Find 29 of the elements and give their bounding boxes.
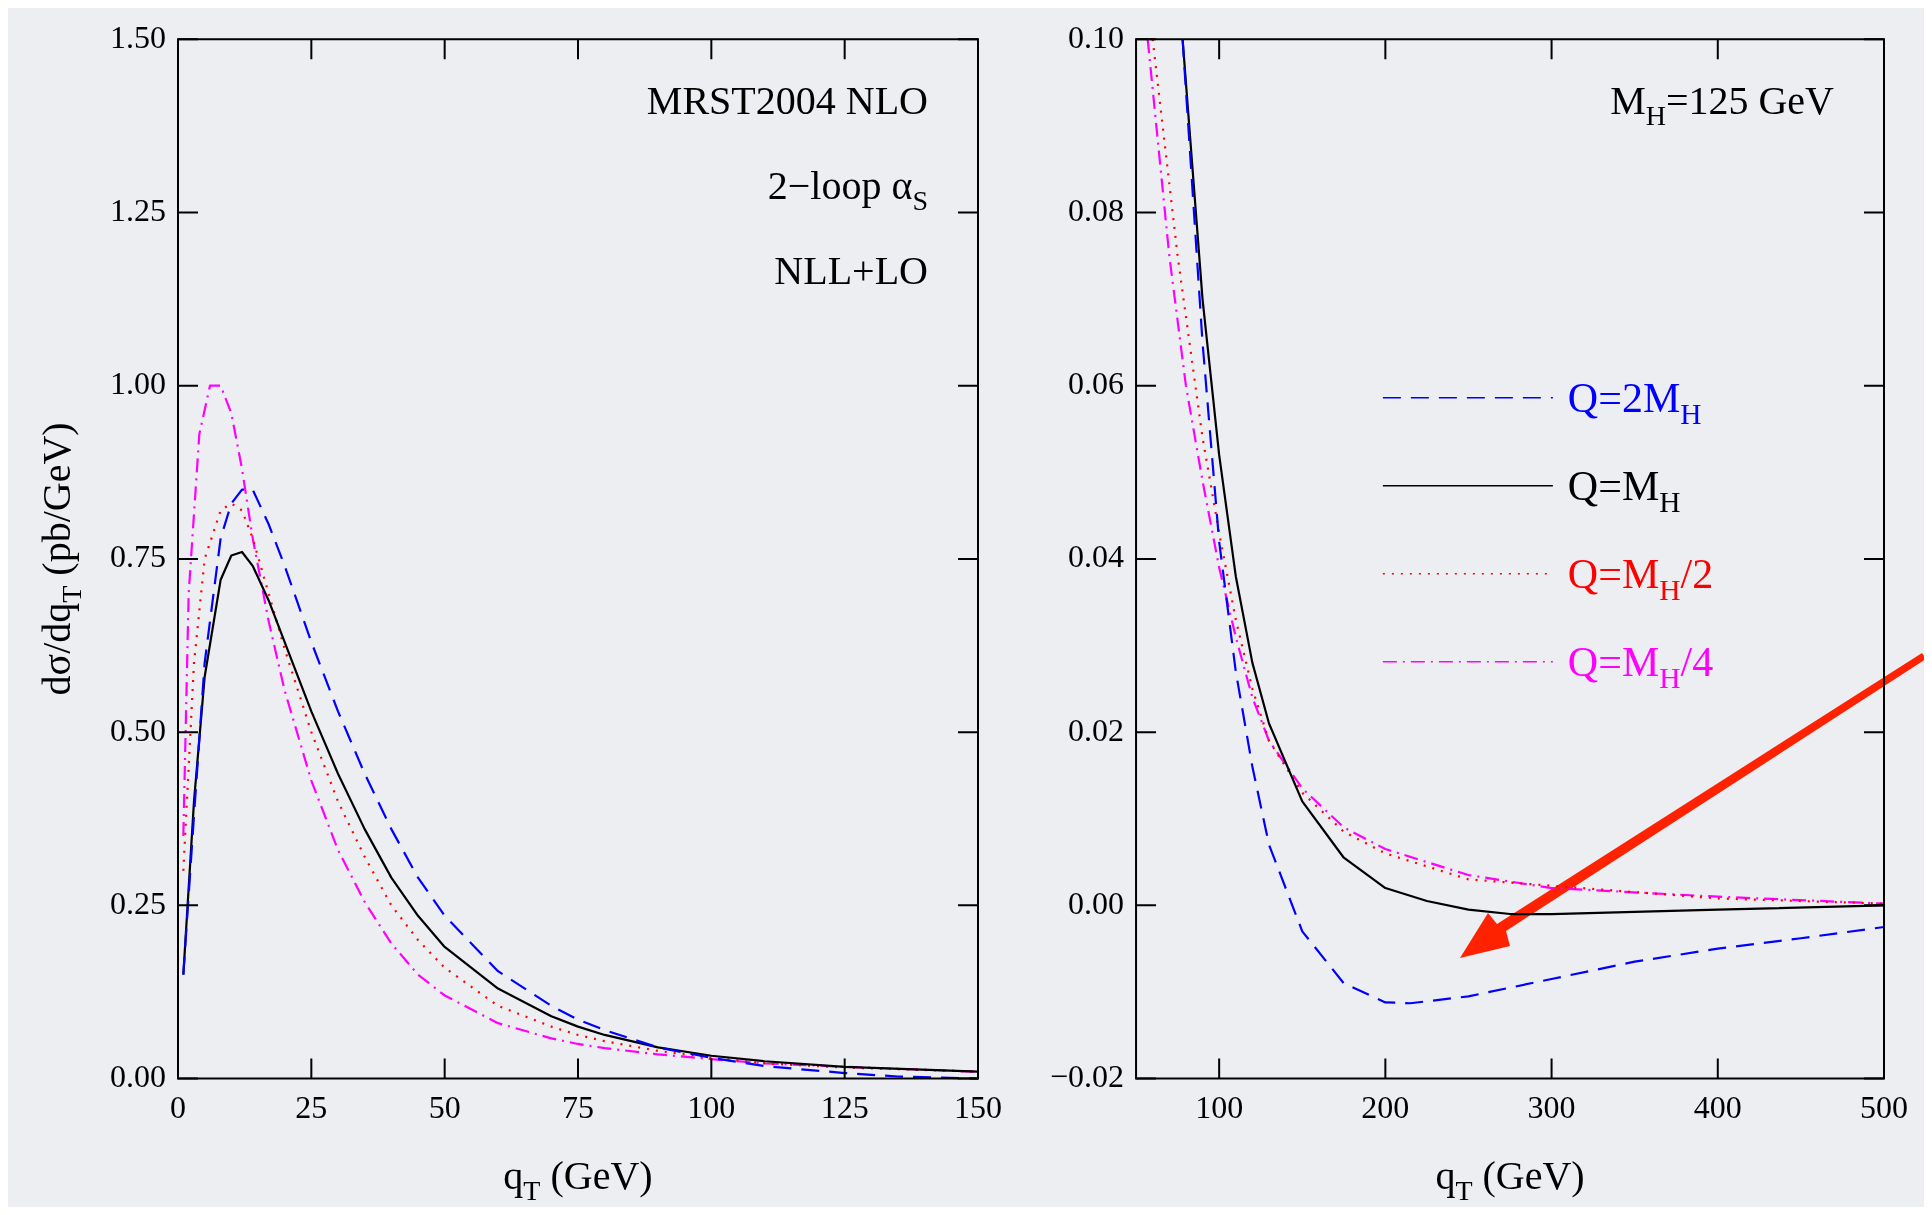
y-tick-label: 0.02 <box>1068 711 1125 748</box>
x-tick-label: 300 <box>1527 1089 1576 1126</box>
x-tick-label: 125 <box>820 1089 869 1126</box>
x-tick-label: 25 <box>295 1089 328 1126</box>
x-tick-label: 100 <box>1195 1089 1244 1126</box>
x-tick-label: 100 <box>687 1089 736 1126</box>
y-tick-label: 0.25 <box>110 884 166 921</box>
x-tick-label: 150 <box>954 1089 1002 1126</box>
x-tick-label: 400 <box>1693 1089 1742 1126</box>
y-tick-label: 0.08 <box>1068 191 1125 228</box>
y-tick-label: 1.25 <box>110 191 166 228</box>
y-tick-label: 0.50 <box>110 711 166 748</box>
annotation: NLL+LO <box>774 248 929 294</box>
y-tick-label: 0.00 <box>110 1058 166 1095</box>
y-tick-label: 0.75 <box>110 538 166 575</box>
x-tick-label: 50 <box>428 1089 461 1126</box>
x-tick-label: 75 <box>562 1089 594 1126</box>
x-tick-label: 500 <box>1860 1089 1908 1126</box>
y-tick-label: 0.04 <box>1068 538 1125 575</box>
y-tick-label: −0.02 <box>1050 1058 1125 1095</box>
y-tick-label: 1.00 <box>110 365 166 402</box>
annotation: MRST2004 NLO <box>646 78 929 124</box>
y-tick-label: 0.10 <box>1068 18 1125 55</box>
y-tick-label: 0.00 <box>1068 884 1125 921</box>
y-tick-label: 0.06 <box>1068 365 1125 402</box>
x-tick-label: 0 <box>170 1089 186 1126</box>
y-tick-label: 1.50 <box>110 18 166 55</box>
y-axis-title: dσ/dqT (pb/GeV) <box>34 422 88 696</box>
x-tick-label: 200 <box>1361 1089 1410 1126</box>
